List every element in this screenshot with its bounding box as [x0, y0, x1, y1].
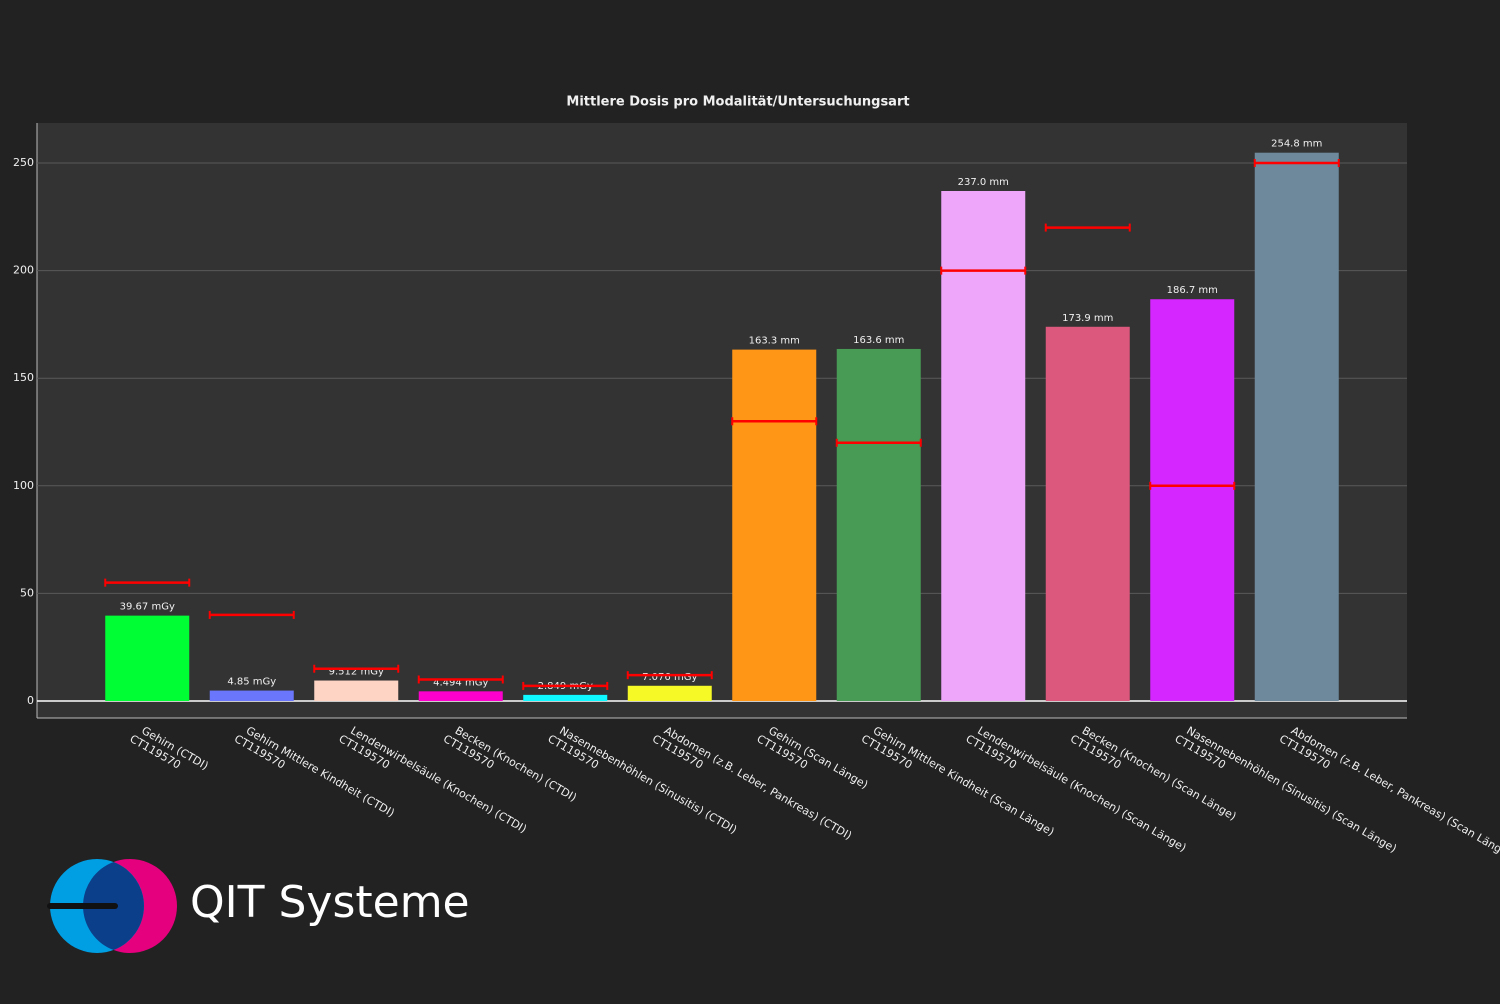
y-tick-label: 200: [13, 264, 34, 277]
value-label: 173.9 mm: [1062, 313, 1113, 324]
x-tick-label: Nasennebenhöhlen (Sinusitis) (CTDI)CT119…: [546, 721, 740, 848]
y-tick-label: 150: [13, 371, 34, 384]
chart-title: Mittlere Dosis pro Modalität/Untersuchun…: [566, 95, 909, 110]
reference-marker: [835, 438, 922, 447]
bar: [418, 691, 503, 701]
bar: [941, 191, 1026, 701]
reference-marker: [626, 671, 713, 680]
bar: [836, 348, 921, 701]
value-label: 9.512 mGy: [329, 667, 384, 678]
reference-marker: [522, 681, 609, 690]
reference-marker: [313, 664, 400, 673]
x-tick-label-line: Lendenwirbelsäule (Knochen) (CTDI): [348, 724, 529, 836]
reference-marker: [1149, 481, 1236, 490]
logo-text: QIT Systeme: [190, 877, 470, 928]
y-tick-label: 50: [20, 586, 34, 599]
bar: [209, 690, 294, 701]
reference-marker: [731, 417, 818, 426]
x-tick-label-line: Gehirn Mittlere Kindheit (Scan Länge): [871, 724, 1057, 839]
value-label: 254.8 mm: [1271, 139, 1322, 150]
value-label: 4.494 mGy: [433, 677, 488, 688]
reference-marker: [1253, 159, 1340, 168]
value-label: 163.3 mm: [749, 336, 800, 347]
x-tick-label: Lendenwirbelsäule (Knochen) (CTDI)CT1195…: [337, 721, 529, 847]
reference-marker: [208, 610, 295, 619]
value-label: 163.6 mm: [853, 335, 904, 346]
value-label: 4.85 mGy: [227, 677, 276, 688]
x-tick-label: Abdomen (z.B. Leber, Pankreas) (CTDI)CT1…: [650, 721, 854, 854]
logo: QIT Systeme: [47, 859, 470, 953]
x-tick-label: Gehirn Mittlere Kindheit (Scan Länge)CT1…: [859, 721, 1056, 850]
reference-marker: [1044, 223, 1131, 232]
bar: [105, 615, 190, 701]
y-tick-label: 0: [27, 694, 34, 707]
bar: [1150, 299, 1235, 701]
reference-marker: [940, 266, 1027, 275]
bar: [627, 685, 712, 701]
x-tick-label-line: Nasennebenhöhlen (Sinusitis) (CTDI): [557, 724, 739, 837]
bar: [1254, 152, 1339, 702]
reference-marker: [104, 578, 191, 587]
value-label: 237.0 mm: [958, 177, 1009, 188]
bar: [314, 680, 399, 701]
y-tick-label: 250: [13, 156, 34, 169]
value-label: 186.7 mm: [1167, 285, 1218, 296]
value-label: 39.67 mGy: [120, 602, 175, 613]
bar: [732, 349, 817, 701]
y-tick-label: 100: [13, 479, 34, 492]
reference-marker: [417, 675, 504, 684]
x-tick-label: Gehirn (CTDI)CT119570: [128, 721, 211, 784]
bar: [523, 694, 608, 701]
value-label: 7.076 mGy: [642, 672, 697, 683]
bar: [1045, 326, 1130, 701]
